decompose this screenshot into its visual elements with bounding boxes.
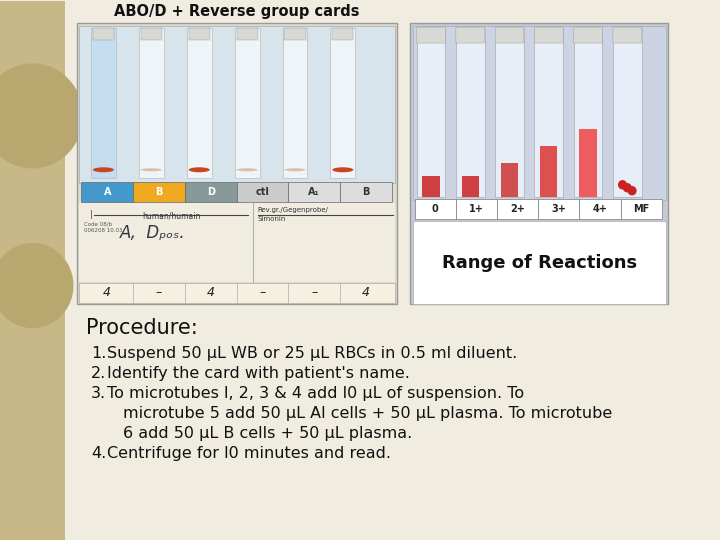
Text: 1.: 1. bbox=[91, 346, 107, 361]
Text: D: D bbox=[207, 187, 215, 197]
Text: human/humain: human/humain bbox=[142, 212, 200, 221]
Ellipse shape bbox=[141, 168, 162, 171]
Bar bbox=[189, 28, 210, 40]
Bar bbox=[613, 28, 642, 197]
FancyBboxPatch shape bbox=[417, 27, 446, 43]
Text: B: B bbox=[362, 187, 369, 197]
Text: 4: 4 bbox=[103, 286, 112, 299]
Bar bbox=[237, 182, 288, 202]
Bar bbox=[330, 28, 355, 178]
Text: Rev.gr./Gegenprobe/: Rev.gr./Gegenprobe/ bbox=[258, 207, 329, 213]
Bar bbox=[340, 182, 392, 202]
Bar bbox=[141, 28, 162, 40]
Bar bbox=[580, 129, 597, 197]
Bar bbox=[79, 282, 395, 302]
Bar bbox=[185, 182, 237, 202]
Bar bbox=[76, 23, 397, 305]
Circle shape bbox=[0, 64, 82, 168]
Ellipse shape bbox=[333, 167, 354, 172]
Bar bbox=[186, 28, 212, 178]
Text: MF: MF bbox=[633, 204, 649, 214]
Ellipse shape bbox=[189, 167, 210, 172]
Text: 2.: 2. bbox=[91, 366, 107, 381]
Circle shape bbox=[0, 244, 73, 327]
Text: To microtubes l, 2, 3 & 4 add l0 μL of suspension. To: To microtubes l, 2, 3 & 4 add l0 μL of s… bbox=[107, 386, 524, 401]
Text: Centrifuge for l0 minutes and read.: Centrifuge for l0 minutes and read. bbox=[107, 446, 391, 461]
Ellipse shape bbox=[284, 168, 305, 171]
Bar bbox=[333, 28, 354, 40]
Text: A₁: A₁ bbox=[308, 187, 320, 197]
Text: 2+: 2+ bbox=[510, 204, 525, 214]
Bar bbox=[91, 28, 116, 178]
Text: 3+: 3+ bbox=[552, 204, 566, 214]
Bar bbox=[235, 28, 259, 178]
Text: 4.: 4. bbox=[91, 446, 107, 461]
Ellipse shape bbox=[237, 168, 258, 171]
Circle shape bbox=[624, 184, 631, 192]
FancyBboxPatch shape bbox=[534, 27, 563, 43]
Bar bbox=[0, 1, 65, 540]
Bar bbox=[540, 146, 557, 197]
Bar bbox=[574, 28, 603, 197]
Bar bbox=[237, 28, 258, 40]
Text: Suspend 50 μL WB or 25 μL RBCs in 0.5 ml diluent.: Suspend 50 μL WB or 25 μL RBCs in 0.5 ml… bbox=[107, 346, 518, 361]
FancyBboxPatch shape bbox=[456, 27, 485, 43]
Bar bbox=[133, 182, 185, 202]
Text: –: – bbox=[311, 286, 318, 299]
Text: 4: 4 bbox=[207, 286, 215, 299]
Text: Code 08/b
006208 10.03: Code 08/b 006208 10.03 bbox=[84, 222, 123, 233]
Text: A,  Dₚₒₛ.: A, Dₚₒₛ. bbox=[120, 224, 185, 242]
Bar bbox=[456, 28, 485, 197]
Circle shape bbox=[618, 181, 626, 189]
Text: Procedure:: Procedure: bbox=[86, 319, 198, 339]
Text: 4+: 4+ bbox=[593, 204, 608, 214]
Bar bbox=[410, 23, 668, 305]
Bar bbox=[534, 28, 563, 197]
Text: microtube 5 add 50 μL Al cells + 50 μL plasma. To microtube: microtube 5 add 50 μL Al cells + 50 μL p… bbox=[122, 406, 612, 421]
Bar bbox=[79, 202, 395, 281]
Bar bbox=[413, 26, 665, 200]
Bar bbox=[282, 28, 307, 178]
Bar bbox=[495, 28, 524, 197]
Text: 1+: 1+ bbox=[469, 204, 484, 214]
FancyBboxPatch shape bbox=[574, 27, 603, 43]
Bar bbox=[497, 199, 539, 219]
Bar bbox=[288, 182, 340, 202]
Bar bbox=[139, 28, 163, 178]
Text: –: – bbox=[259, 286, 266, 299]
Text: 0: 0 bbox=[432, 204, 438, 214]
Bar bbox=[423, 177, 440, 197]
Text: 3.: 3. bbox=[91, 386, 106, 401]
Text: A: A bbox=[104, 187, 111, 197]
Text: B: B bbox=[156, 187, 163, 197]
Text: Identify the card with patient's name.: Identify the card with patient's name. bbox=[107, 366, 410, 381]
Circle shape bbox=[629, 187, 636, 195]
Bar bbox=[580, 199, 621, 219]
Bar bbox=[81, 182, 133, 202]
Bar bbox=[462, 177, 479, 197]
Bar bbox=[93, 28, 114, 40]
Bar bbox=[456, 199, 497, 219]
Bar bbox=[539, 199, 580, 219]
Bar bbox=[79, 26, 395, 183]
Text: |: | bbox=[89, 210, 92, 219]
FancyBboxPatch shape bbox=[495, 27, 524, 43]
Text: ABO/D + Reverse group cards: ABO/D + Reverse group cards bbox=[114, 4, 360, 19]
Bar bbox=[284, 28, 305, 40]
Text: 6 add 50 μL B cells + 50 μL plasma.: 6 add 50 μL B cells + 50 μL plasma. bbox=[122, 426, 412, 441]
FancyBboxPatch shape bbox=[613, 27, 642, 43]
Text: Simonin: Simonin bbox=[258, 215, 287, 222]
Bar bbox=[413, 221, 665, 305]
Text: 4: 4 bbox=[362, 286, 370, 299]
Text: –: – bbox=[156, 286, 162, 299]
Bar bbox=[415, 199, 456, 219]
Ellipse shape bbox=[93, 167, 114, 172]
Text: Range of Reactions: Range of Reactions bbox=[441, 254, 636, 272]
Text: ctl: ctl bbox=[256, 187, 269, 197]
Bar bbox=[501, 163, 518, 197]
Bar bbox=[417, 28, 446, 197]
Bar bbox=[621, 199, 662, 219]
